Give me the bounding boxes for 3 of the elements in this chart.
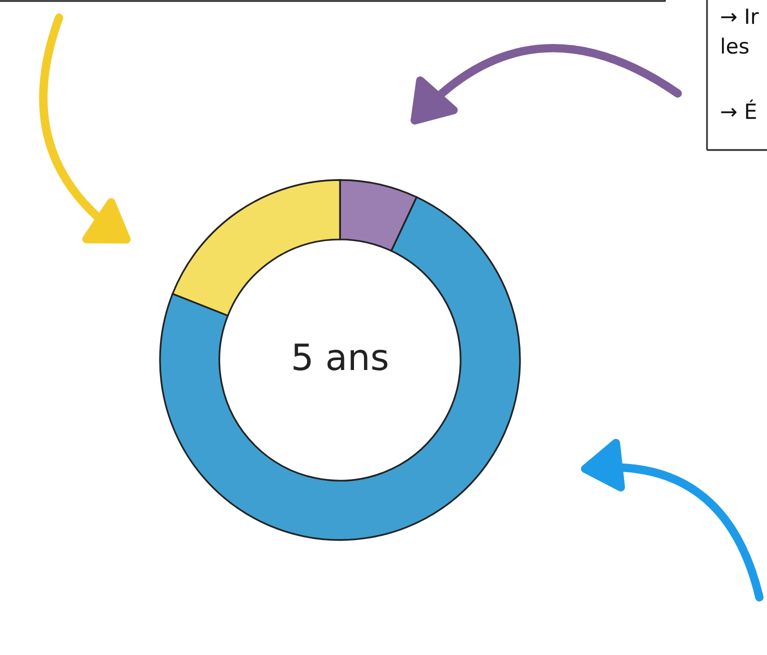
text: 5 ans	[294, 344, 388, 370]
text: → Ir les	[721, 8, 759, 54]
text: → É	[721, 100, 756, 119]
